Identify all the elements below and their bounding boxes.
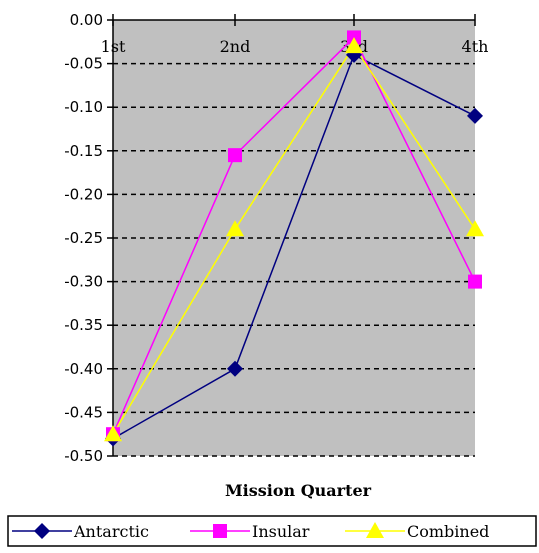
data-point-insular — [228, 148, 242, 163]
legend-label-antarctic: Antarctic — [73, 522, 149, 541]
legend-marker-combined — [366, 522, 384, 538]
legend-box — [7, 515, 537, 547]
data-point-combined — [226, 220, 244, 237]
y-axis-ticks: 0.00 -0.05 -0.10 -0.15 -0.20 -0.25 -0.30 -0.35 -… — [64, 11, 113, 465]
data-point-antarctic — [467, 107, 483, 124]
y-tick-label: -0.40 — [64, 360, 103, 378]
x-tick-label: 2nd — [220, 37, 251, 56]
legend-marker-insular — [213, 524, 227, 538]
series-line-combined — [112, 44, 476, 435]
y-tick-label: -0.50 — [64, 447, 103, 465]
data-point-combined — [104, 425, 122, 442]
data-point-antarctic — [227, 360, 243, 377]
x-axis-label: Mission Quarter — [225, 481, 372, 500]
gridlines — [113, 62, 475, 457]
y-tick-label: -0.35 — [64, 316, 103, 334]
data-point-combined — [345, 37, 363, 54]
y-tick-label: -0.20 — [64, 185, 103, 203]
y-tick-label: -0.45 — [64, 403, 103, 421]
y-tick-label: -0.15 — [64, 142, 103, 160]
series-line-antarctic — [112, 53, 476, 440]
legend-label-insular: Insular — [252, 522, 310, 541]
series-markers — [104, 30, 484, 447]
y-tick-label: -0.05 — [64, 55, 103, 73]
series-lines — [112, 36, 476, 440]
legend-label-combined: Combined — [407, 522, 489, 541]
y-tick-label: -0.10 — [64, 98, 103, 116]
y-tick-label: -0.30 — [64, 273, 103, 291]
x-tick-label: 4th — [462, 37, 489, 56]
legend-marker-antarctic — [34, 523, 50, 539]
data-point-insular — [468, 274, 482, 289]
data-point-combined — [466, 220, 484, 237]
y-tick-label: 0.00 — [70, 11, 103, 29]
y-tick-label: -0.25 — [64, 229, 103, 247]
x-tick-label: 1st — [101, 37, 126, 56]
series-line-insular — [112, 36, 476, 435]
legend: Antarctic Insular Combined — [12, 522, 489, 541]
